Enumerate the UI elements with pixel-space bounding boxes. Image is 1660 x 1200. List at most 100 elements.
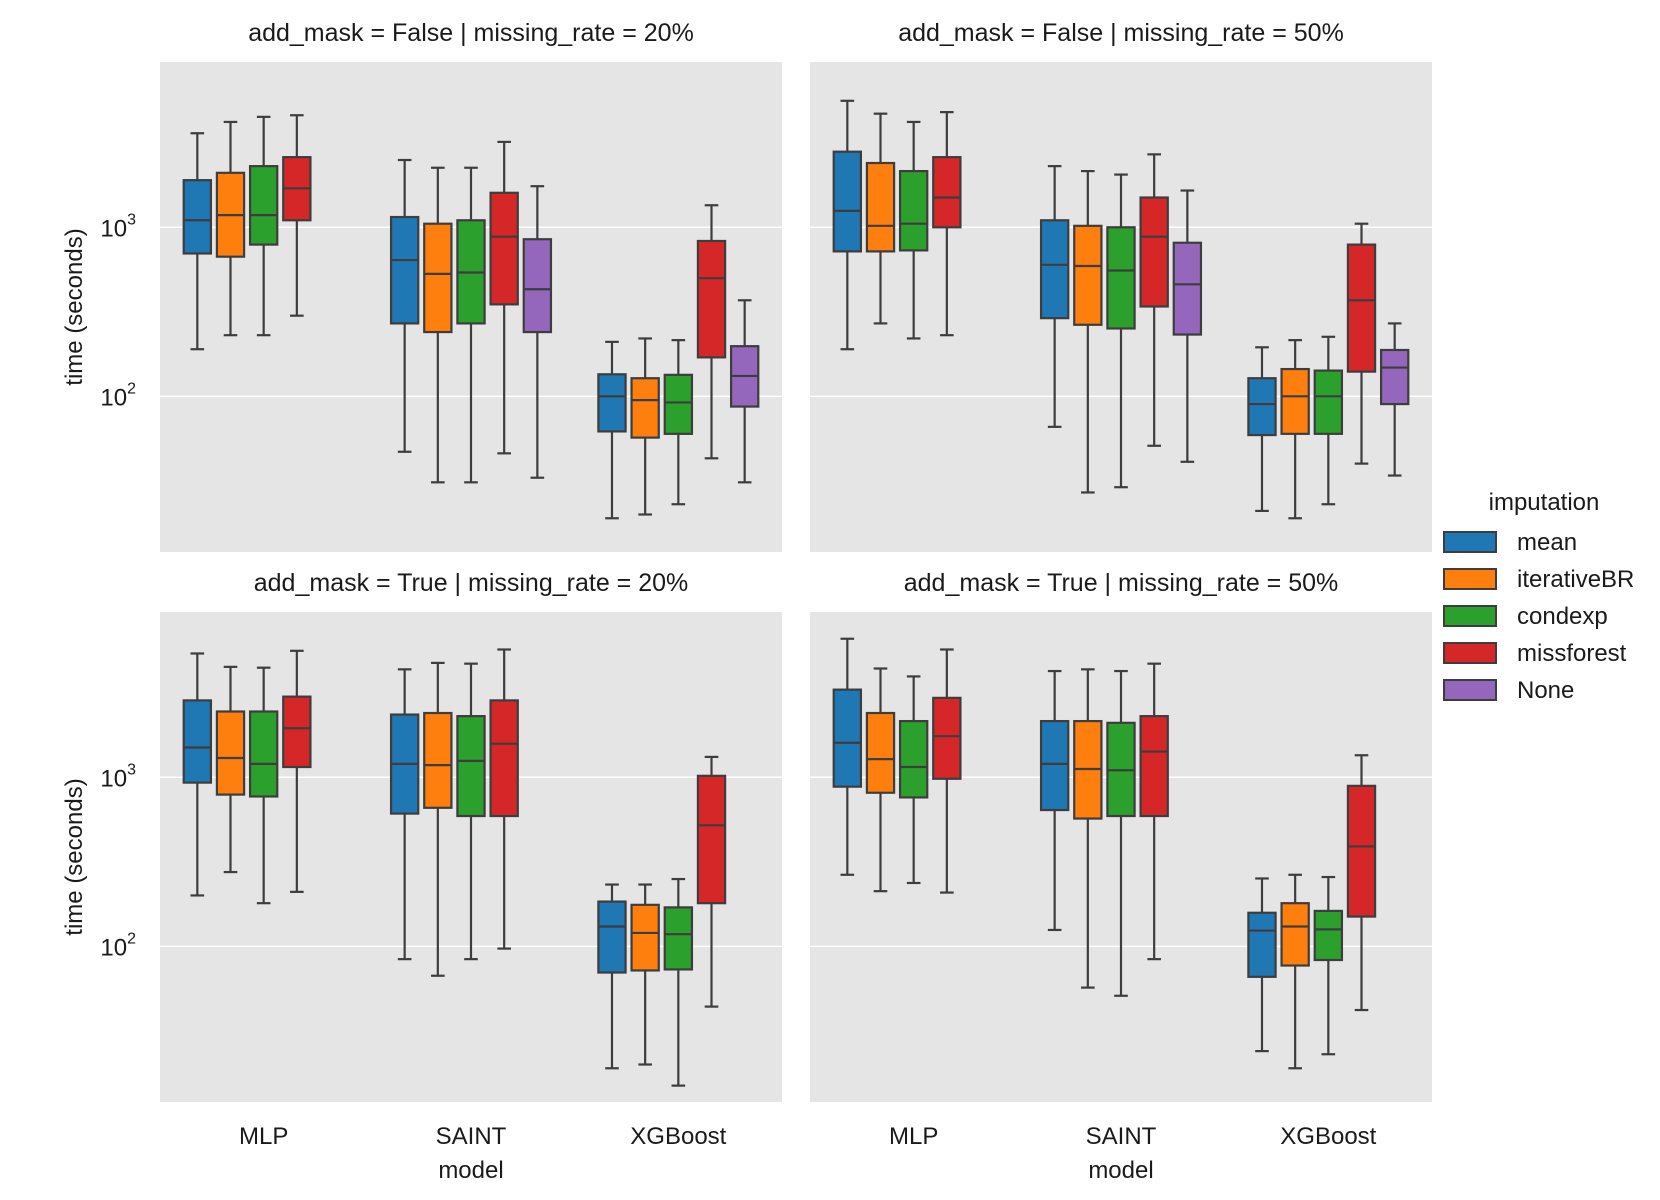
box-saint-mean — [389, 158, 420, 453]
box-group-saint — [389, 648, 519, 977]
panel-title: add_mask = False | missing_rate = 20% — [248, 19, 694, 47]
legend-item-mean: mean — [1443, 529, 1577, 556]
box-group-saint — [389, 140, 553, 484]
box-iqr — [248, 165, 279, 246]
box-saint-mean — [1039, 669, 1070, 932]
box-iqr — [1346, 243, 1377, 373]
box-xgboost-mean — [597, 340, 627, 520]
box-iqr — [489, 699, 519, 818]
x-axis-label: model — [1088, 1157, 1153, 1184]
box-iqr — [1280, 367, 1310, 435]
box-iqr — [1039, 719, 1070, 812]
box-iqr — [898, 719, 929, 799]
panel-1: add_mask = False | missing_rate = 20% 102… — [61, 19, 782, 552]
x-tick-label: MLP — [239, 1123, 288, 1150]
box-iqr — [1106, 226, 1136, 330]
box-mlp-missforest — [932, 111, 962, 337]
box-group-mlp — [182, 114, 312, 351]
legend-label: iterativeBR — [1517, 566, 1634, 593]
y-tick-exponent: 2 — [127, 930, 136, 947]
y-tick-exponent: 3 — [127, 761, 136, 778]
box-saint-none — [522, 185, 553, 479]
box-iqr — [1346, 784, 1377, 918]
y-axis-label: time (seconds) — [61, 228, 88, 385]
box-saint-condexp — [456, 662, 486, 961]
box-iqr — [630, 377, 660, 439]
box-iqr — [663, 373, 694, 435]
x-axis-label: model — [438, 1157, 503, 1184]
y-tick-exponent: 2 — [127, 380, 136, 397]
x-tick-label: SAINT — [1086, 1123, 1157, 1150]
box-saint-mean — [1039, 165, 1070, 428]
box-mlp-condexp — [248, 115, 279, 337]
box-group-xgboost — [1247, 754, 1377, 1070]
box-iqr — [1139, 715, 1169, 818]
box-xgboost-condexp — [663, 339, 694, 506]
legend-swatch — [1443, 531, 1497, 553]
x-tick-label: XGBoost — [1280, 1123, 1376, 1150]
panel-2: add_mask = False | missing_rate = 50% — [810, 19, 1432, 552]
box-iqr — [1039, 219, 1070, 320]
box-saint-iterativebr — [423, 166, 453, 484]
x-tick-label: MLP — [889, 1123, 938, 1150]
panel-title: add_mask = True | missing_rate = 20% — [254, 569, 689, 597]
box-xgboost-none — [729, 299, 760, 484]
box-xgboost-missforest — [696, 755, 727, 1008]
box-mlp-mean — [182, 132, 213, 351]
box-group-mlp — [182, 649, 312, 905]
box-mlp-iterativebr — [865, 667, 896, 893]
box-mlp-mean — [832, 99, 863, 351]
box-group-xgboost — [597, 204, 760, 520]
box-saint-missforest — [1139, 153, 1169, 447]
box-iqr — [282, 695, 312, 769]
box-iqr — [696, 239, 727, 359]
box-mlp-iterativebr — [215, 665, 246, 874]
box-group-saint — [1039, 662, 1169, 997]
box-xgboost-iterativebr — [630, 883, 660, 1066]
box-iqr — [832, 688, 863, 788]
legend-swatch — [1443, 605, 1497, 627]
x-tick-label: XGBoost — [630, 1123, 726, 1150]
box-iqr — [389, 215, 420, 325]
box-saint-mean — [389, 668, 420, 961]
box-mlp-condexp — [898, 120, 929, 340]
panel-title: add_mask = True | missing_rate = 50% — [904, 569, 1339, 597]
legend-swatch — [1443, 568, 1497, 590]
box-iqr — [898, 169, 929, 252]
box-xgboost-mean — [1247, 346, 1277, 513]
legend-label: condexp — [1517, 603, 1608, 630]
box-mlp-mean — [182, 652, 213, 897]
box-iqr — [865, 711, 896, 794]
box-mlp-iterativebr — [215, 120, 246, 337]
box-iqr — [696, 774, 727, 905]
box-iqr — [423, 711, 453, 809]
box-iqr — [597, 373, 627, 433]
box-iqr — [597, 900, 627, 974]
box-group-mlp — [832, 637, 962, 894]
box-iqr — [182, 179, 213, 255]
box-mlp-missforest — [282, 114, 312, 317]
box-iqr — [1313, 909, 1344, 962]
box-xgboost-iterativebr — [630, 337, 660, 516]
box-xgboost-condexp — [663, 877, 694, 1087]
panel-title: add_mask = False | missing_rate = 50% — [898, 19, 1344, 47]
box-mlp-mean — [832, 637, 863, 876]
box-saint-iterativebr — [1073, 668, 1103, 989]
box-saint-missforest — [1139, 662, 1169, 961]
y-tick-label: 103 — [100, 761, 136, 792]
box-iqr — [932, 156, 962, 229]
x-tick-label: SAINT — [436, 1123, 507, 1150]
panel-4: add_mask = True | missing_rate = 50% MLP S… — [810, 569, 1432, 1184]
y-tick-label: 102 — [100, 380, 136, 411]
box-saint-none — [1172, 189, 1203, 463]
box-xgboost-iterativebr — [1280, 873, 1310, 1070]
box-xgboost-missforest — [1346, 222, 1377, 465]
legend-label: mean — [1517, 529, 1577, 556]
y-tick-exponent: 3 — [127, 211, 136, 228]
box-group-xgboost — [1247, 222, 1410, 520]
box-mlp-iterativebr — [865, 112, 896, 325]
box-xgboost-missforest — [1346, 754, 1377, 1012]
box-iqr — [1313, 369, 1344, 435]
box-mlp-condexp — [248, 666, 279, 905]
box-xgboost-condexp — [1313, 335, 1344, 506]
